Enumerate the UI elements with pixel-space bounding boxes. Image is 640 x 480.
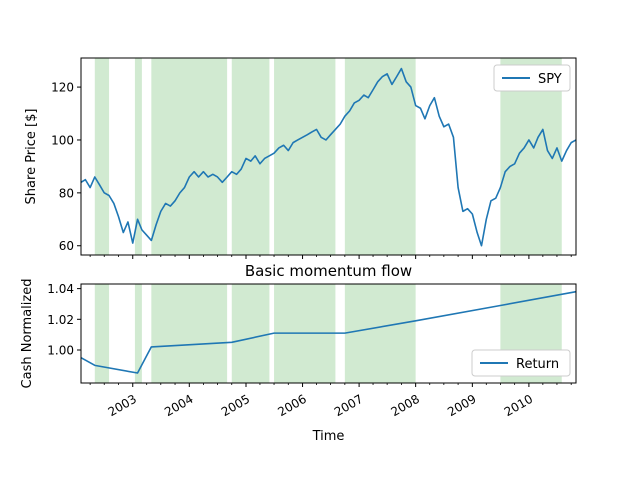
price-plot-frame [80, 57, 577, 256]
price-plot-y-axis-label: Share Price [$] [24, 109, 39, 205]
return-series-line-1 [80, 290, 577, 374]
price-plot-y-ticks: 60 80 100 120 [51, 81, 81, 253]
price-shaded-region-6 [344, 58, 416, 255]
return-shaded-region-3 [151, 284, 228, 383]
return-y-tick-label: 1.04 [47, 282, 74, 296]
return-plot-x-axis-label: Time [312, 429, 345, 444]
price-plot-shaded-regions [94, 58, 562, 255]
return-plot-frame [80, 283, 577, 384]
return-plot-legend: Return [471, 349, 571, 377]
return-shaded-region-1 [94, 284, 110, 383]
return-shaded-region-4 [231, 284, 270, 383]
price-series-line-1 [80, 67, 577, 247]
return-plot-y-ticks: 1.00 1.02 1.04 [47, 282, 81, 358]
return-shaded-region-2 [134, 284, 142, 383]
price-shaded-region-3 [151, 58, 228, 255]
price-plot: 60 80 100 120 Share Price [$] SPY [24, 57, 577, 259]
return-legend-box [471, 349, 571, 377]
return-shaded-region-6 [344, 284, 416, 383]
price-shaded-region-4 [231, 58, 270, 255]
return-legend-label: Return [516, 357, 559, 372]
price-shaded-region-5 [274, 58, 336, 255]
price-shaded-region-2 [134, 58, 142, 255]
price-shaded-region-1 [94, 58, 110, 255]
return-y-tick-label: 1.00 [47, 344, 74, 358]
price-y-tick-label: 100 [51, 133, 74, 147]
price-y-tick-label: 120 [51, 81, 74, 95]
return-plot-title: Basic momentum flow [245, 262, 412, 280]
price-plot-series [80, 67, 577, 247]
price-legend-box [493, 64, 571, 92]
price-plot-x-ticks [89, 255, 572, 259]
price-legend-label: SPY [538, 72, 562, 87]
price-y-tick-label: 80 [59, 186, 74, 200]
return-y-tick-label: 1.02 [47, 313, 74, 327]
return-plot-y-axis-label: Cash Normalized [20, 279, 35, 389]
price-plot-legend: SPY [493, 64, 571, 92]
return-plot-series [80, 290, 577, 374]
price-y-tick-label: 60 [59, 239, 74, 253]
